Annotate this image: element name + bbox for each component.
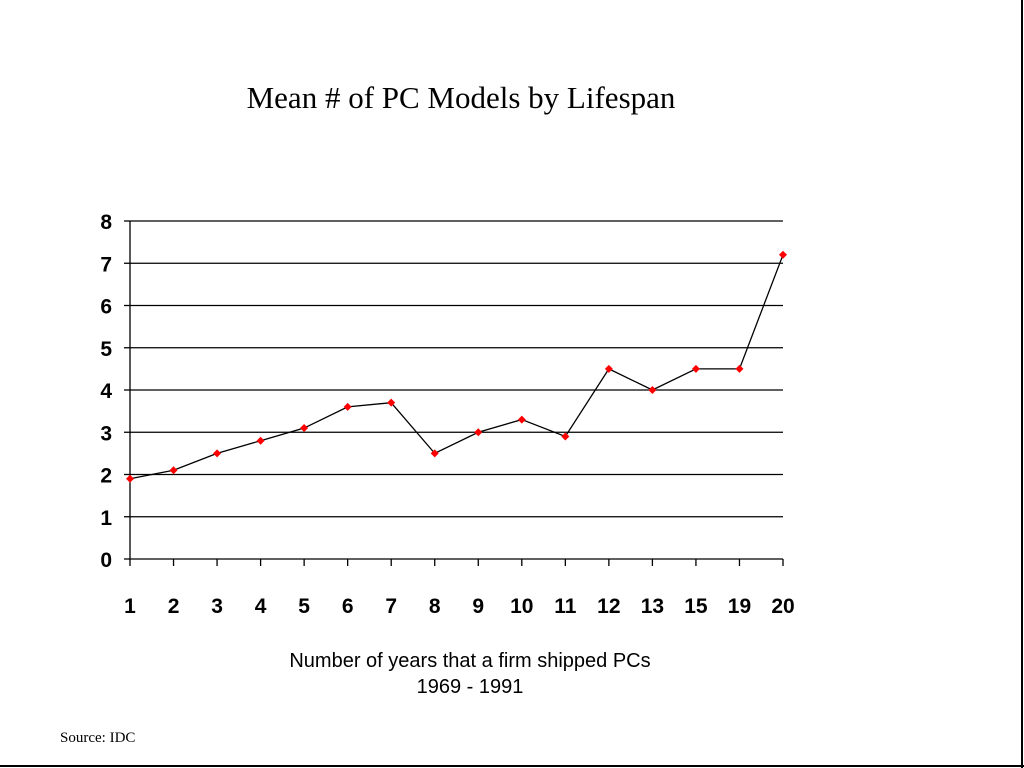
x-tick-label: 11 — [554, 595, 577, 618]
x-axis-title: Number of years that a firm shipped PCs — [289, 650, 651, 672]
data-point — [387, 398, 396, 407]
x-tick-label: 7 — [385, 595, 397, 618]
x-tick-label: 19 — [728, 595, 751, 618]
source-note: Source: IDC — [60, 730, 136, 746]
y-tick-label: 2 — [100, 465, 112, 488]
data-point — [604, 364, 613, 373]
x-tick-label: 1 — [124, 595, 136, 618]
y-tick-label: 4 — [100, 380, 112, 403]
y-tick-label: 0 — [100, 549, 112, 572]
frame-border-bottom — [0, 765, 1024, 767]
data-point — [126, 474, 134, 483]
series-line — [129, 254, 784, 480]
y-tick-label: 5 — [100, 338, 112, 361]
x-tick-label: 5 — [298, 595, 310, 618]
data-point — [169, 466, 178, 475]
x-tick-label: 6 — [342, 595, 354, 618]
x-tick-label: 10 — [510, 595, 533, 618]
data-point — [648, 386, 657, 394]
data-point — [561, 432, 570, 441]
x-axis-subtitle: 1969 - 1991 — [416, 676, 524, 698]
x-tick-label: 8 — [429, 595, 441, 618]
chart-title: Mean # of PC Models by Lifespan — [246, 80, 676, 115]
data-point — [256, 436, 265, 445]
y-tick-label: 6 — [100, 296, 112, 319]
data-point — [300, 424, 309, 433]
data-point — [735, 364, 744, 373]
data-point — [430, 449, 439, 458]
y-tick-label: 1 — [100, 507, 112, 530]
frame-border-right — [1021, 0, 1023, 768]
x-tick-label: 20 — [771, 595, 794, 618]
x-tick-label: 4 — [255, 595, 267, 618]
x-tick-label: 13 — [641, 595, 664, 618]
x-axis-label: Number of years that a firm shipped PCs … — [170, 648, 770, 700]
data-point — [474, 428, 483, 437]
x-tick-label: 2 — [168, 595, 180, 618]
data-point — [779, 250, 787, 259]
x-tick-label: 15 — [684, 595, 708, 618]
x-tick-label: 12 — [597, 595, 620, 618]
y-tick-label: 8 — [100, 211, 112, 234]
data-point — [691, 364, 700, 373]
x-tick-label: 3 — [211, 595, 223, 618]
y-tick-label: 3 — [100, 422, 112, 445]
data-point — [517, 415, 526, 424]
data-point — [343, 402, 352, 411]
x-tick-label: 9 — [472, 595, 484, 618]
y-tick-label: 7 — [100, 253, 112, 276]
data-point — [213, 449, 222, 458]
